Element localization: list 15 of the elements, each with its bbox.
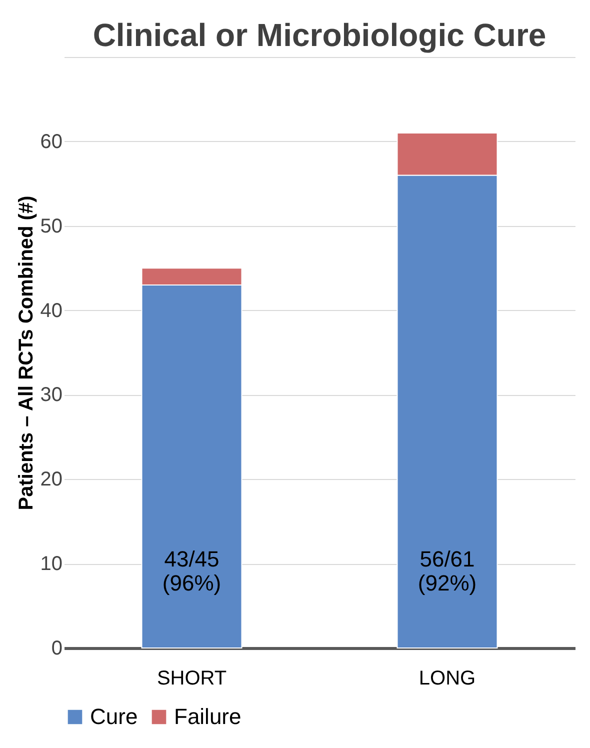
y-tick-label: 20 xyxy=(40,468,62,491)
annotation: 56/61 (92%) xyxy=(418,546,477,596)
y-tick-label: 0 xyxy=(51,638,62,660)
x-tick-label: SHORT xyxy=(156,668,227,690)
legend-label: Failure xyxy=(174,704,242,729)
y-tick-label: 10 xyxy=(40,553,62,576)
chart-title: Clinical or Microbiologic Cure xyxy=(92,17,546,53)
x-tick-label: LONG xyxy=(418,668,476,690)
legend-label: Cure xyxy=(90,704,138,729)
annotation: 43/45 (96%) xyxy=(162,546,222,596)
y-tick-label: 50 xyxy=(40,215,62,238)
y-tick-label: 30 xyxy=(40,384,62,406)
y-axis-title: Patients – All RCTs Combined (#) xyxy=(15,196,38,510)
y-tick-label: 60 xyxy=(40,130,62,153)
y-tick-label: 40 xyxy=(40,300,62,322)
